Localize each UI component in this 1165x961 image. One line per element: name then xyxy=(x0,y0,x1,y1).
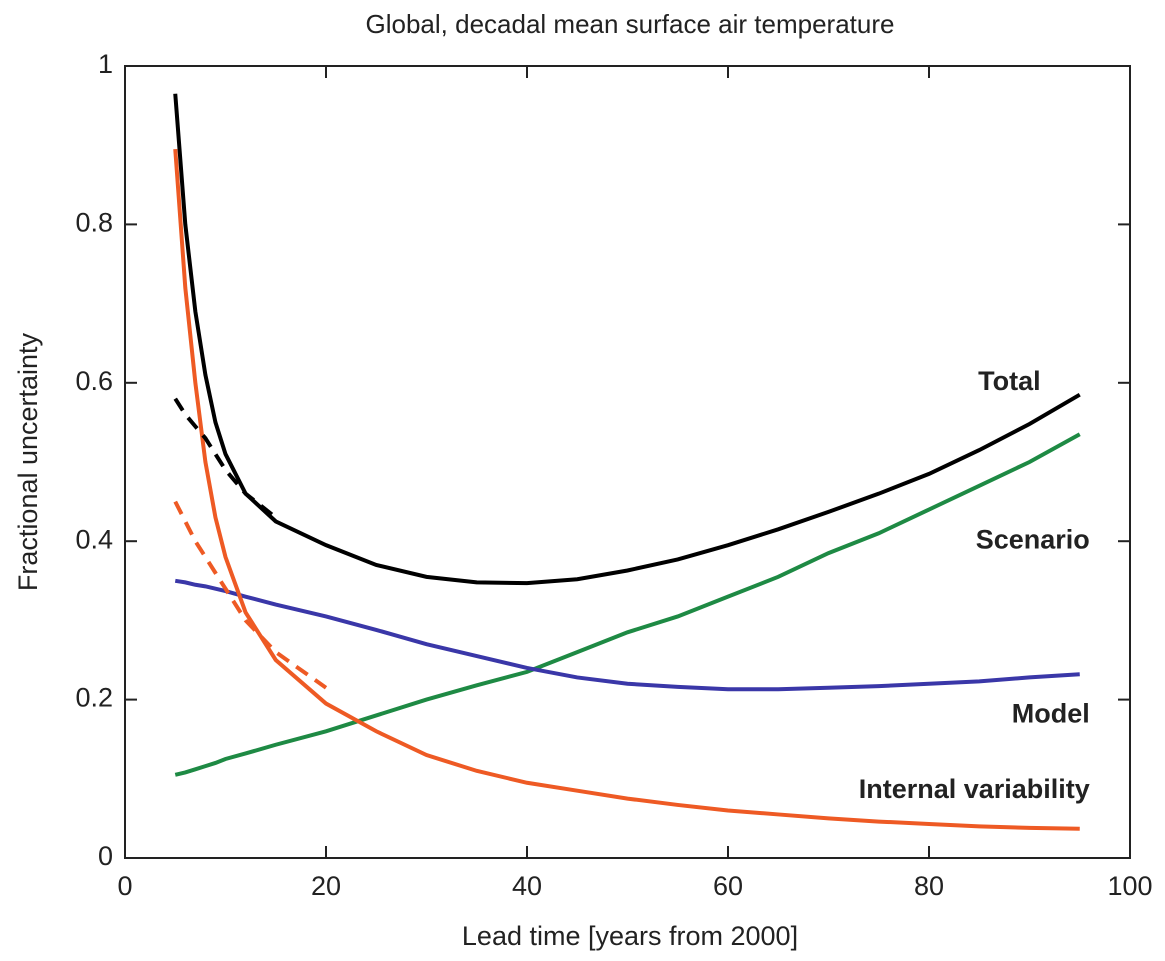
x-tick-label: 80 xyxy=(914,871,944,901)
y-tick-label: 0.2 xyxy=(75,683,113,713)
series-label: Internal variability xyxy=(859,774,1090,804)
series-line xyxy=(174,432,1081,777)
y-tick-label: 0.4 xyxy=(75,524,113,554)
series-label: Model xyxy=(1012,699,1090,729)
y-tick-label: 0.6 xyxy=(75,366,113,396)
x-axis-label: Lead time [years from 2000] xyxy=(462,921,798,951)
y-tick-label: 1 xyxy=(98,49,113,79)
series-line xyxy=(173,149,1080,831)
series-line xyxy=(173,93,1081,586)
y-tick-label: 0.8 xyxy=(75,208,113,238)
series-label: Scenario xyxy=(976,524,1090,554)
series-label: Total xyxy=(978,366,1041,396)
x-tick-label: 100 xyxy=(1107,871,1152,901)
chart-title: Global, decadal mean surface air tempera… xyxy=(366,9,895,39)
x-tick-label: 60 xyxy=(713,871,743,901)
plot-frame xyxy=(124,65,1131,859)
x-tick-label: 40 xyxy=(512,871,542,901)
x-tick-label: 20 xyxy=(311,871,341,901)
y-tick-label: 0 xyxy=(98,841,113,871)
series-line xyxy=(174,578,1080,692)
dashed-line xyxy=(173,397,277,520)
dashed-line xyxy=(173,500,328,690)
y-axis-label: Fractional uncertainty xyxy=(13,332,43,591)
x-tick-label: 0 xyxy=(117,871,132,901)
